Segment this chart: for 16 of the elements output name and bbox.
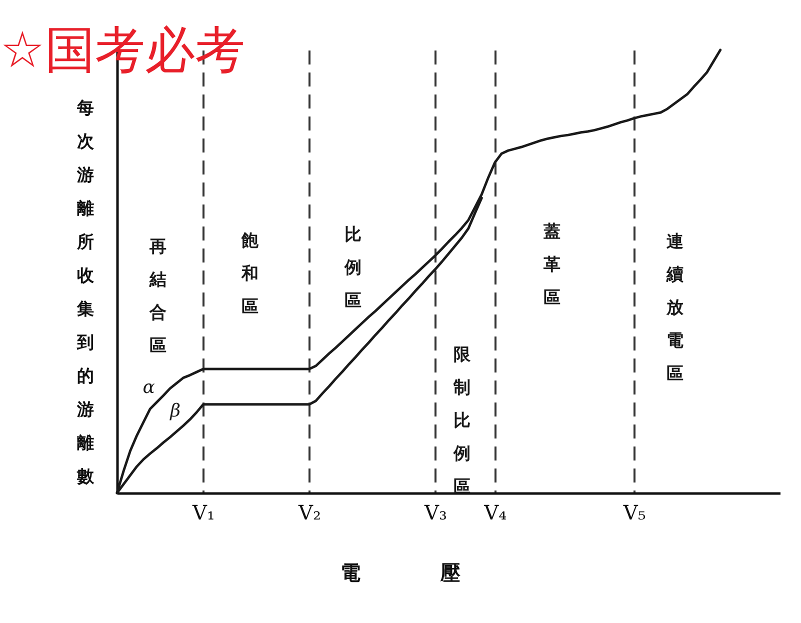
- annotation: 再結合區: [148, 237, 166, 356]
- annotation: 蓋革區: [542, 222, 560, 308]
- text: 每次游離所收集到的游離數: [77, 98, 94, 487]
- x-tick-label: V₁: [191, 500, 215, 524]
- x-axis-title: 電 壓: [340, 560, 462, 584]
- annotation: 比例區: [344, 225, 362, 311]
- x-tick-label: V₄: [483, 500, 507, 524]
- x-tick-label: V₅: [622, 500, 646, 524]
- annotation: 限制比例區: [452, 345, 472, 497]
- annotation: ☆国考必考: [0, 21, 245, 79]
- series-label: β: [169, 400, 181, 422]
- series-label: α: [142, 377, 155, 398]
- x-tick-label: V₂: [298, 500, 322, 524]
- x-tick-label: V₃: [424, 500, 447, 524]
- annotation: 飽和區: [240, 231, 260, 317]
- annotation: 連續放電區: [666, 232, 684, 384]
